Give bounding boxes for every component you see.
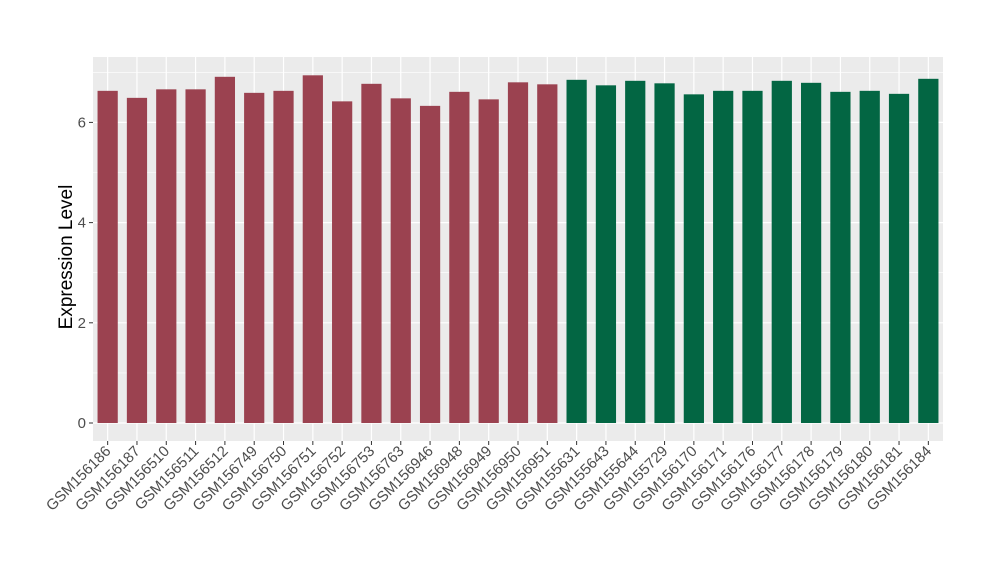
- bar-GSM156178: [800, 82, 822, 424]
- bar-GSM156752: [332, 101, 353, 423]
- bar-GSM156170: [683, 94, 704, 424]
- y-tick-label: 2: [78, 315, 86, 332]
- bar-GSM156181: [888, 93, 910, 423]
- bar-GSM156948: [449, 91, 470, 424]
- bar-GSM156951: [537, 84, 558, 423]
- y-axis: 0 2 4 6: [78, 114, 93, 432]
- y-tick-label: 0: [78, 415, 86, 432]
- bar-GSM156179: [830, 91, 851, 424]
- bar-GSM156946: [419, 105, 441, 423]
- bar-GSM155631: [566, 79, 587, 423]
- y-tick-label: 6: [78, 114, 86, 131]
- bar-GSM156176: [742, 90, 763, 423]
- bar-GSM156512: [214, 76, 236, 424]
- bar-GSM156184: [918, 78, 939, 424]
- bars: [97, 75, 939, 424]
- bar-GSM156750: [273, 90, 294, 423]
- y-axis-title: Expression Level: [56, 185, 77, 330]
- bar-GSM156763: [390, 98, 411, 424]
- bar-GSM156171: [713, 90, 734, 423]
- bar-GSM156751: [302, 75, 323, 423]
- bar-GSM156950: [507, 82, 529, 423]
- y-tick-label: 4: [78, 215, 86, 232]
- bar-GSM156186: [97, 90, 118, 423]
- bar-GSM156949: [478, 99, 499, 423]
- bar-GSM156510: [156, 89, 177, 424]
- bar-GSM155729: [654, 83, 675, 424]
- bar-GSM156187: [126, 97, 148, 423]
- bar-GSM155643: [595, 85, 617, 424]
- bar-GSM156753: [361, 83, 382, 423]
- bar-GSM156177: [771, 80, 792, 423]
- bar-GSM156180: [859, 90, 880, 423]
- x-axis: GSM156186GSM156187GSM156510GSM156511GSM1…: [43, 441, 935, 514]
- bar-GSM156511: [185, 89, 206, 424]
- bar-GSM156749: [244, 92, 265, 423]
- bar-GSM155644: [625, 80, 646, 423]
